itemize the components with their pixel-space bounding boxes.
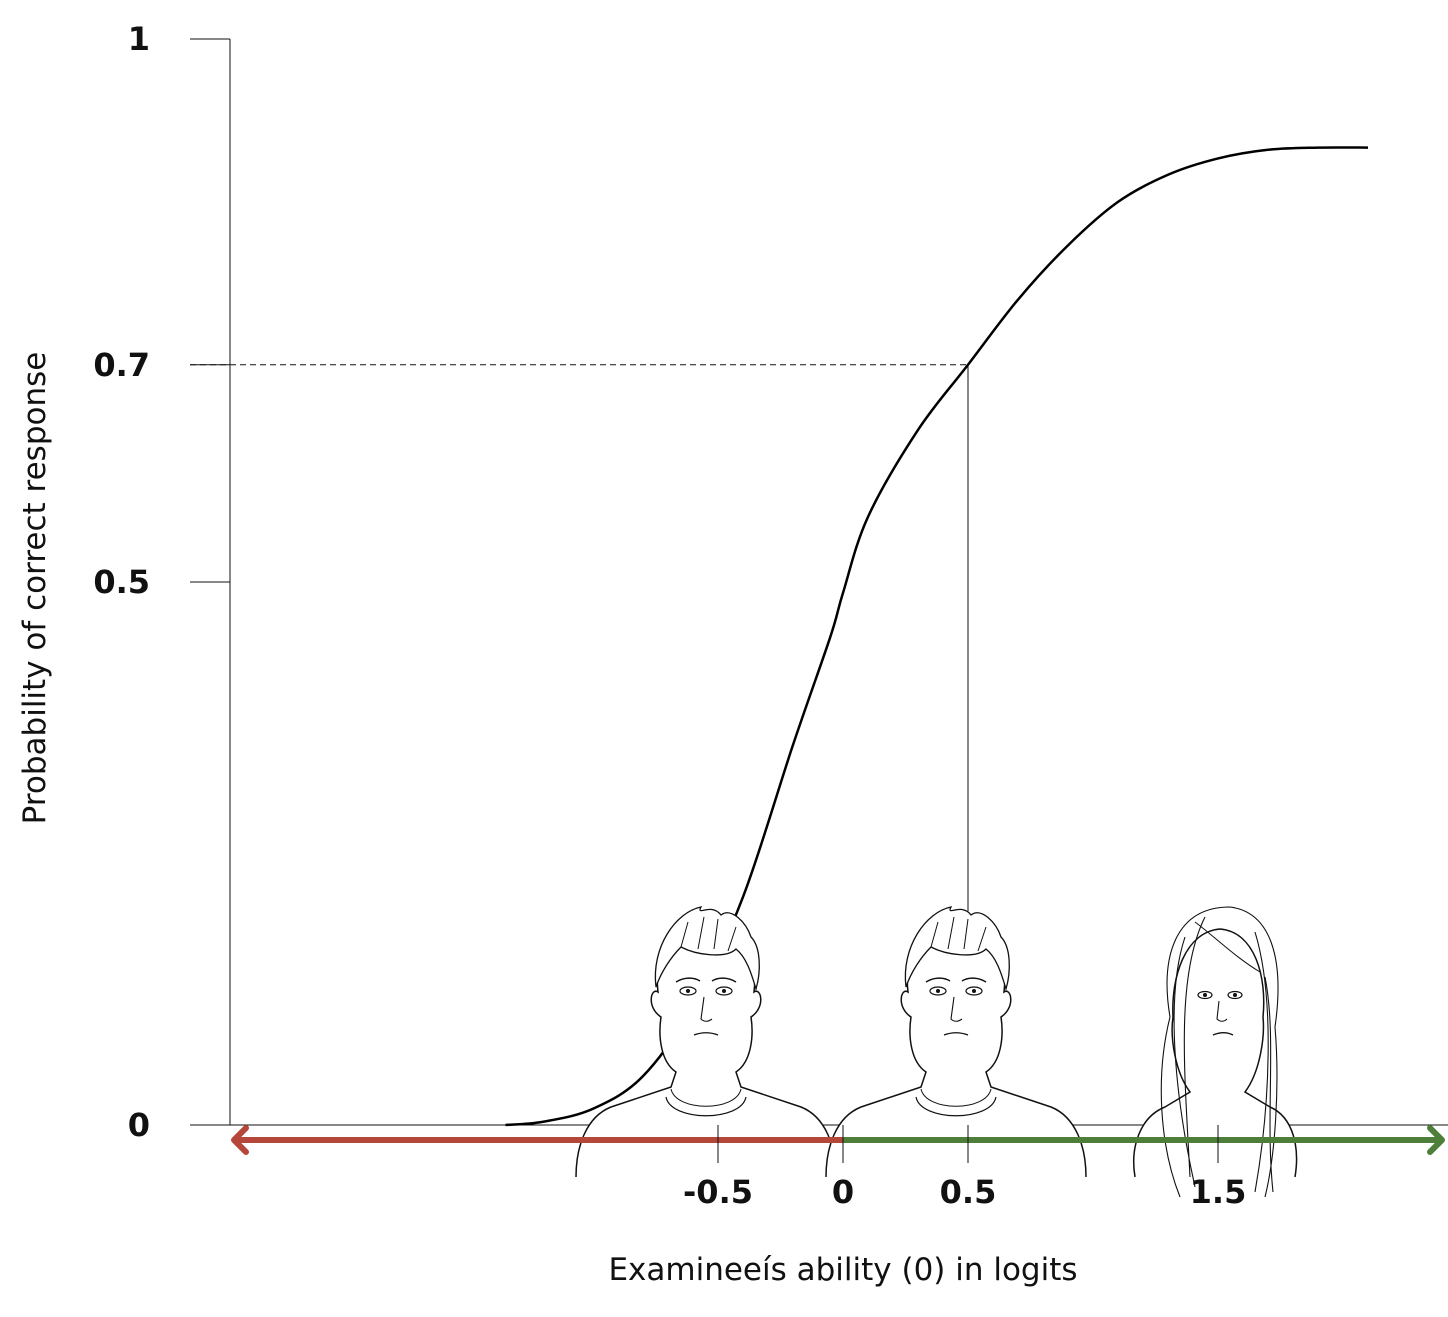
left-arrowhead-icon — [231, 1125, 249, 1155]
x-tick-label: 0.5 — [940, 1173, 997, 1211]
x-tick-label: 0 — [832, 1173, 854, 1211]
x-axis-label: Examineeís ability (0) in logits — [608, 1252, 1077, 1288]
boy-face-icon — [575, 906, 837, 1178]
right-arrowhead-icon — [1427, 1125, 1445, 1155]
examinees — [575, 906, 1298, 1198]
x-tick-label: -0.5 — [683, 1173, 753, 1211]
y-ticks: 0 0.5 0.7 1 — [93, 20, 230, 1144]
y-tick-label: 1 — [128, 20, 150, 58]
boy-face-icon — [825, 906, 1087, 1178]
x-tick-label: 1.5 — [1190, 1173, 1247, 1211]
girl-face-icon — [1133, 906, 1298, 1198]
y-tick-label: 0.7 — [93, 346, 150, 384]
y-axis-label: Probability of correct response — [17, 352, 53, 825]
ability-axis-arrow — [231, 1125, 1445, 1155]
y-tick-label: 0.5 — [93, 563, 150, 601]
x-ticks: -0.5 0 0.5 1.5 — [683, 1125, 1246, 1211]
y-tick-label: 0 — [128, 1106, 150, 1144]
